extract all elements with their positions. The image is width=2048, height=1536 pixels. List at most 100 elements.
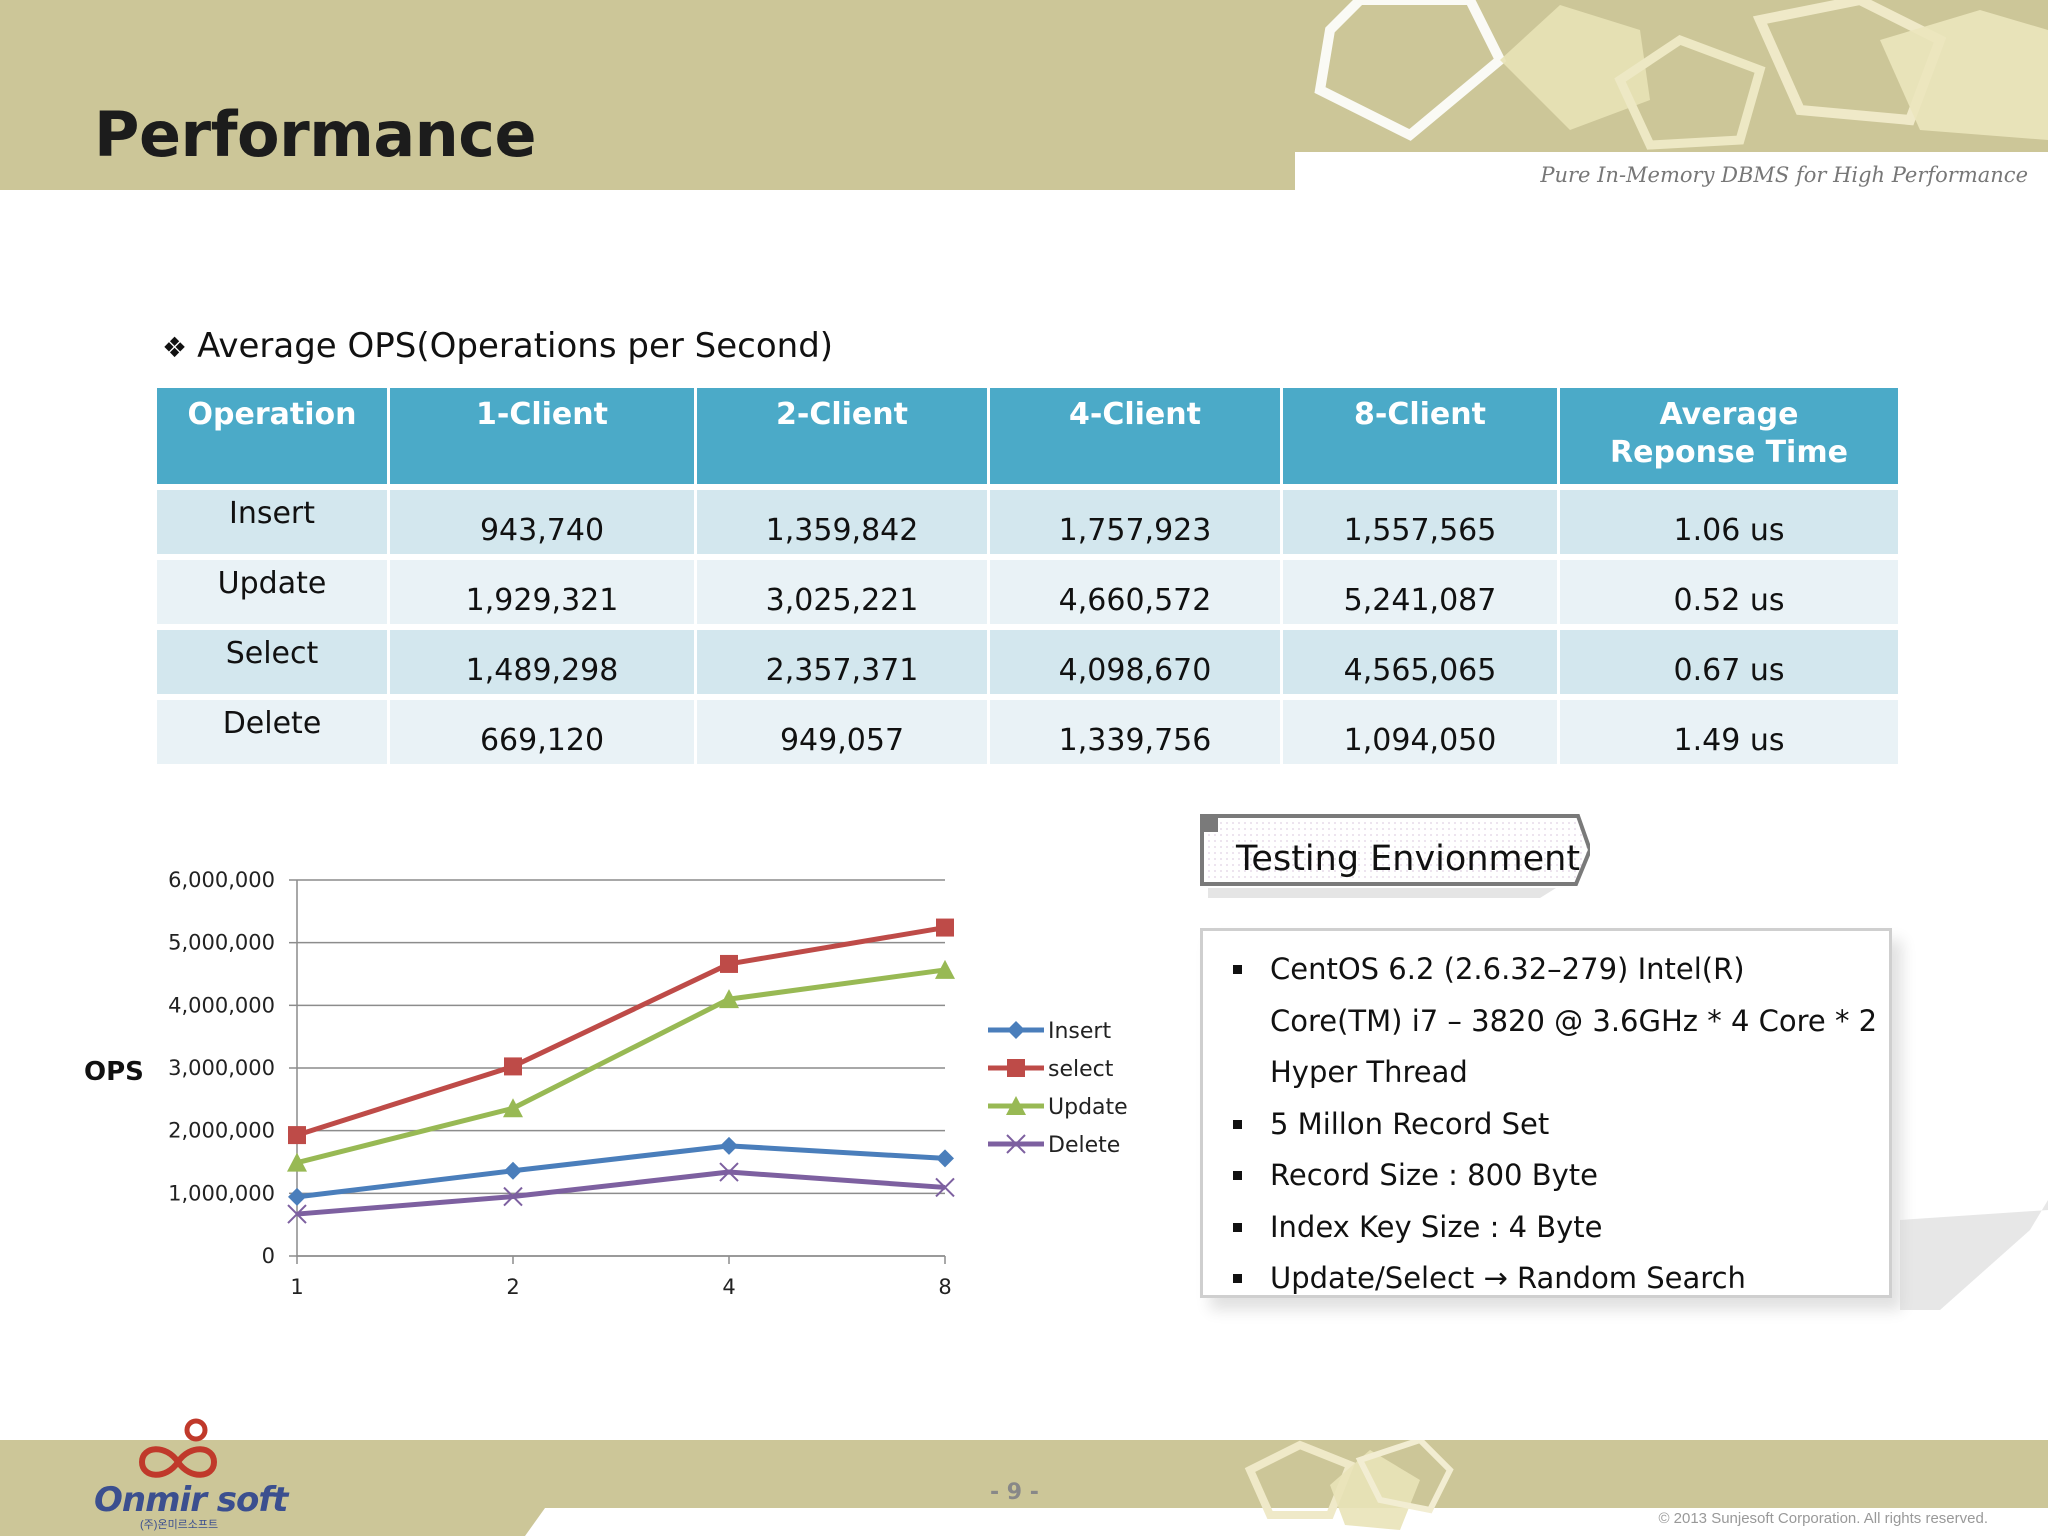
table-cell: 5,241,087 [1283, 560, 1557, 624]
table-row: Select 1,489,298 2,357,371 4,098,670 4,5… [157, 630, 1898, 694]
table-cell: 1,339,756 [990, 700, 1280, 764]
table-cell: 1,094,050 [1283, 700, 1557, 764]
table-cell: 1,757,923 [990, 490, 1280, 554]
table-cell: 1,359,842 [697, 490, 987, 554]
table-cell: 0.52 us [1560, 560, 1898, 624]
page-number: - 9 - [990, 1480, 1039, 1505]
env-title-tab [1200, 814, 1590, 898]
data-point [1007, 1059, 1025, 1077]
legend-label: select [1048, 1057, 1114, 1082]
data-point [288, 1126, 306, 1145]
col-header-line2: Reponse Time [1610, 435, 1848, 470]
col-header-1-client: 1-Client [390, 388, 694, 484]
list-item: CentOS 6.2 (2.6.32–279) Intel(R) Core(TM… [1230, 944, 1880, 1099]
footer-band [0, 1440, 2048, 1536]
table-cell: 4,565,065 [1283, 630, 1557, 694]
data-point-stroke [719, 1162, 739, 1182]
col-header-average-response-time: Average Reponse Time [1560, 388, 1898, 484]
col-header-8-client: 8-Client [1283, 388, 1557, 484]
table-cell: 1,929,321 [390, 560, 694, 624]
y-axis-label: OPS [84, 1057, 144, 1087]
legend-label: Delete [1048, 1133, 1120, 1158]
table-row: Update 1,929,321 3,025,221 4,660,572 5,2… [157, 560, 1898, 624]
table-cell: 4,098,670 [990, 630, 1280, 694]
data-point [504, 1057, 522, 1076]
chart-legend: Insert select Update Delete [988, 1019, 1128, 1158]
y-tick-label: 3,000,000 [168, 1056, 275, 1080]
data-point [935, 959, 955, 979]
copyright: © 2013 Sunjesoft Corporation. All rights… [1658, 1510, 1988, 1527]
company-logo-text: Onmir soft [94, 1480, 288, 1520]
list-item: 5 Millon Record Set [1230, 1099, 1880, 1151]
table-cell: 1,557,565 [1283, 490, 1557, 554]
data-point [720, 954, 738, 973]
data-point [935, 1177, 955, 1198]
series-line-select [296, 925, 946, 1138]
x-tick-label: 8 [938, 1275, 951, 1299]
data-point [288, 1187, 306, 1206]
page-title: Performance [94, 98, 537, 171]
table-cell: 2,357,371 [697, 630, 987, 694]
data-point [504, 1161, 522, 1180]
table-row: Insert 943,740 1,359,842 1,757,923 1,557… [157, 490, 1898, 554]
table-cell: Update [157, 560, 387, 624]
env-box [1200, 928, 1892, 1298]
y-tick-label: 0 [262, 1244, 275, 1268]
table-cell: 943,740 [390, 490, 694, 554]
header-band [0, 0, 2048, 190]
x-tick-label: 4 [722, 1275, 735, 1299]
data-point [720, 1136, 738, 1155]
y-tick-label: 5,000,000 [168, 931, 275, 955]
data-point-stroke [935, 1177, 955, 1198]
list-item: Record Size : 800 Byte [1230, 1150, 1880, 1202]
data-point [719, 1162, 739, 1182]
infinity-logo-icon [138, 1418, 218, 1478]
table-cell: 1.06 us [1560, 490, 1898, 554]
company-logo-subtext: (주)온미르소프트 [140, 1519, 219, 1531]
legend-label: Update [1048, 1095, 1128, 1120]
table-cell: Delete [157, 700, 387, 764]
chart-axes: 0 1,000,000 2,000,000 3,000,000 4,000,000 5,0… [168, 868, 952, 1299]
env-title: Testing Envionment [1236, 839, 1581, 879]
y-tick-label: 6,000,000 [168, 868, 275, 892]
table-cell: Insert [157, 490, 387, 554]
table-cell: 669,120 [390, 700, 694, 764]
list-item: Update/Select → Random Search [1230, 1253, 1880, 1305]
table-cell: 949,057 [697, 700, 987, 764]
col-header-operation: Operation [157, 388, 387, 484]
data-point [1006, 1134, 1026, 1154]
section-heading-text: Average OPS(Operations per Second) [197, 326, 834, 366]
y-tick-label: 1,000,000 [168, 1181, 275, 1205]
table-cell: 0.67 us [1560, 630, 1898, 694]
data-point [936, 918, 954, 937]
table-cell: 4,660,572 [990, 560, 1280, 624]
chart-grid [297, 879, 945, 1257]
chart-series [287, 918, 955, 1224]
data-point [287, 1152, 307, 1172]
col-header-4-client: 4-Client [990, 388, 1280, 484]
data-point [719, 989, 739, 1009]
data-point [287, 1204, 307, 1224]
table-row: Delete 669,120 949,057 1,339,756 1,094,0… [157, 700, 1898, 764]
decorative-shadow [1900, 1200, 2048, 1310]
data-point-stroke [503, 1186, 523, 1207]
series-line-update [296, 967, 946, 1166]
legend-label: Insert [1048, 1019, 1111, 1044]
list-item: Index Key Size : 4 Byte [1230, 1202, 1880, 1254]
series-line-delete [296, 1169, 946, 1217]
y-tick-label: 4,000,000 [168, 993, 275, 1017]
table-cell: Select [157, 630, 387, 694]
data-point-stroke [287, 1204, 307, 1224]
y-tick-label: 2,000,000 [168, 1119, 275, 1143]
data-point [503, 1098, 523, 1118]
data-point [503, 1186, 523, 1207]
env-list: CentOS 6.2 (2.6.32–279) Intel(R) Core(TM… [1230, 944, 1880, 1305]
diamond-bullet-icon: ❖ [162, 331, 188, 364]
data-point-stroke [1006, 1134, 1026, 1154]
ops-line-chart: 0 1,000,000 2,000,000 3,000,000 4,000,000 5,0… [84, 868, 1128, 1299]
data-point [936, 1149, 954, 1168]
x-tick-label: 2 [506, 1275, 519, 1299]
col-header-2-client: 2-Client [697, 388, 987, 484]
series-line-insert [296, 1143, 946, 1200]
tagline: Pure In-Memory DBMS for High Performance [1540, 163, 2028, 187]
